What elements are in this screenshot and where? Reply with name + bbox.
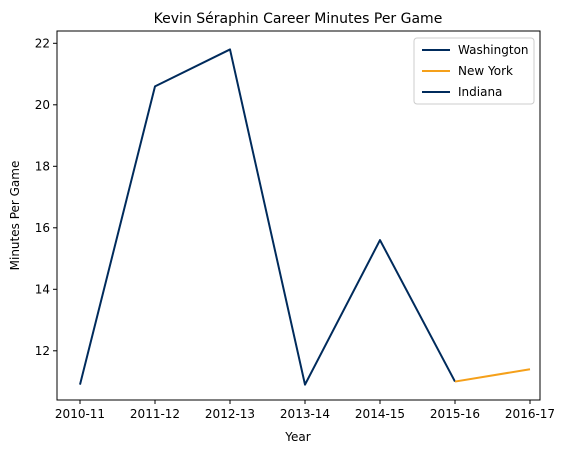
series-line-new-york: [454, 368, 531, 383]
y-tick-label: 16: [35, 221, 50, 235]
legend-box: [413, 37, 535, 105]
chart-title: Kevin Séraphin Career Minutes Per Game: [154, 11, 443, 27]
y-tick-label: 18: [35, 159, 50, 173]
y-tick-label: 12: [35, 344, 50, 358]
x-tick-label: 2015-16: [430, 407, 480, 421]
plot-series: [79, 48, 531, 386]
legend: Washington New York Indiana: [413, 37, 535, 105]
series-line-washington: [79, 48, 456, 386]
x-tick-label: 2010-11: [55, 407, 105, 421]
y-tick-label: 14: [35, 282, 50, 296]
x-tick-label: 2011-12: [130, 407, 180, 421]
legend-label: Washington: [458, 43, 529, 57]
x-tick-label: 2012-13: [205, 407, 255, 421]
y-axis: 12 14 16 18 20 22: [35, 36, 57, 358]
plot-frame: [56, 30, 541, 401]
legend-label: New York: [458, 64, 513, 78]
x-tick-label: 2016-17: [505, 407, 555, 421]
x-axis-label: Year: [284, 430, 310, 444]
legend-label: Indiana: [458, 85, 502, 99]
y-axis-label: Minutes Per Game: [8, 161, 22, 271]
y-tick-label: 20: [35, 98, 50, 112]
y-tick-label: 22: [35, 36, 50, 50]
x-tick-label: 2014-15: [355, 407, 405, 421]
x-axis: 2010-11 2011-12 2012-13 2013-14 2014-15 2015-…: [55, 400, 555, 421]
x-tick-label: 2013-14: [280, 407, 330, 421]
